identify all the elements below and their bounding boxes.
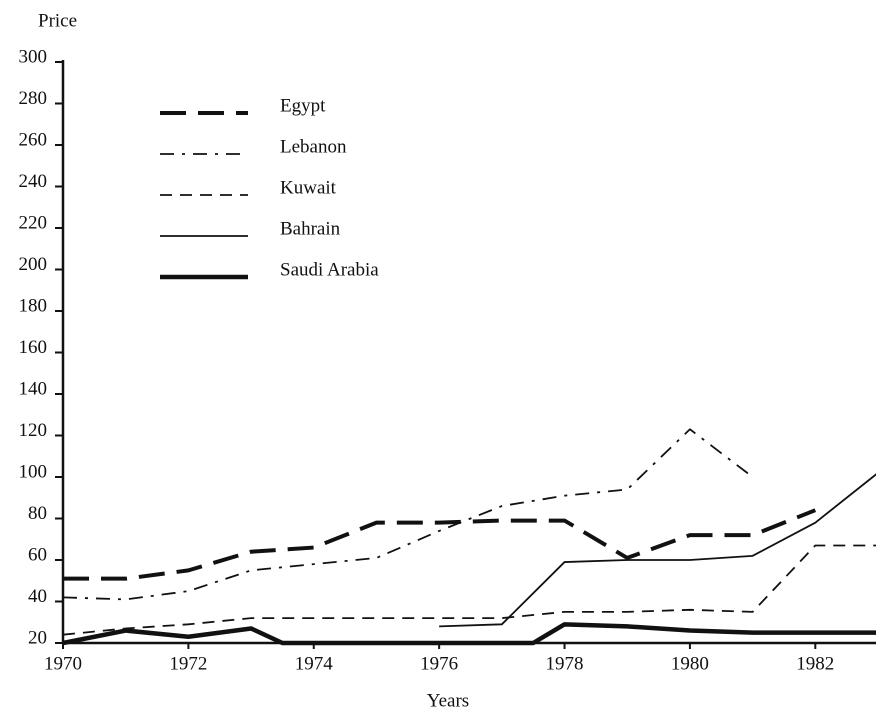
legend-label: Kuwait	[280, 177, 337, 198]
legend-label: Saudi Arabia	[280, 259, 379, 280]
y-tick-label: 120	[19, 420, 48, 441]
x-tick-label: 1972	[169, 653, 207, 674]
y-tick-label: 160	[19, 337, 48, 358]
y-tick-label: 100	[19, 461, 48, 482]
legend-label: Egypt	[280, 95, 326, 116]
y-tick-label: 80	[28, 503, 47, 524]
y-tick-label: 20	[28, 627, 47, 648]
series-line	[62, 544, 876, 636]
series-line	[62, 428, 754, 601]
series-line	[62, 622, 876, 646]
y-tick-label: 180	[19, 295, 48, 316]
x-axis-label: Years	[427, 690, 469, 711]
y-tick-label: 240	[19, 171, 48, 192]
series-line	[63, 508, 817, 581]
legend-label: Lebanon	[280, 136, 347, 157]
x-tick-label: 1982	[796, 653, 834, 674]
x-tick-label: 1974	[295, 653, 334, 674]
y-tick-label: 60	[28, 544, 47, 565]
y-tick-label: 40	[28, 586, 47, 607]
y-tick-label: 140	[19, 378, 48, 399]
series-line	[439, 473, 876, 628]
x-tick-label: 1970	[44, 653, 82, 674]
legend-label: Bahrain	[280, 218, 341, 239]
y-tick-label: 220	[19, 212, 48, 233]
x-tick-label: 1980	[671, 653, 709, 674]
y-tick-label: 200	[19, 254, 48, 275]
y-tick-label: 280	[19, 88, 48, 109]
y-tick-label: 260	[19, 129, 48, 150]
y-axis-label: Price	[38, 10, 77, 31]
x-tick-label: 1978	[546, 653, 584, 674]
x-tick-label: 1976	[420, 653, 458, 674]
y-tick-label: 300	[19, 46, 48, 67]
